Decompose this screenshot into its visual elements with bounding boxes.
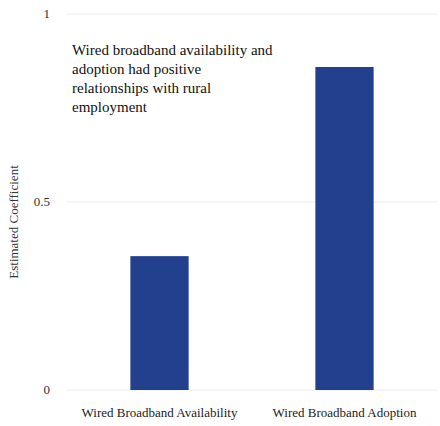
grid-line	[67, 202, 437, 203]
annotation-line: relationships with rural	[72, 80, 211, 96]
chart: 0 0.5 1 Estimated Coefficient Wired Broadban…	[0, 0, 440, 426]
bars	[130, 67, 373, 390]
annotation-line: Wired broadband availability and	[72, 42, 273, 58]
y-tick-label: 1	[44, 6, 51, 21]
annotation-line: adoption had positive	[72, 61, 201, 77]
grid-line	[67, 390, 437, 391]
bar	[130, 256, 188, 390]
x-tick-label: Wired Broadband Adoption	[273, 405, 417, 420]
y-tick-label: 0.5	[34, 194, 50, 209]
y-tick-label: 0	[44, 382, 51, 397]
y-axis-label: Estimated Coefficient	[6, 165, 21, 279]
bar	[315, 67, 373, 390]
grid-line	[67, 14, 437, 15]
annotation: Wired broadband availability and adoption…	[72, 42, 273, 115]
annotation-line: employment	[72, 99, 148, 115]
x-tick-label: Wired Broadband Availability	[82, 405, 238, 420]
